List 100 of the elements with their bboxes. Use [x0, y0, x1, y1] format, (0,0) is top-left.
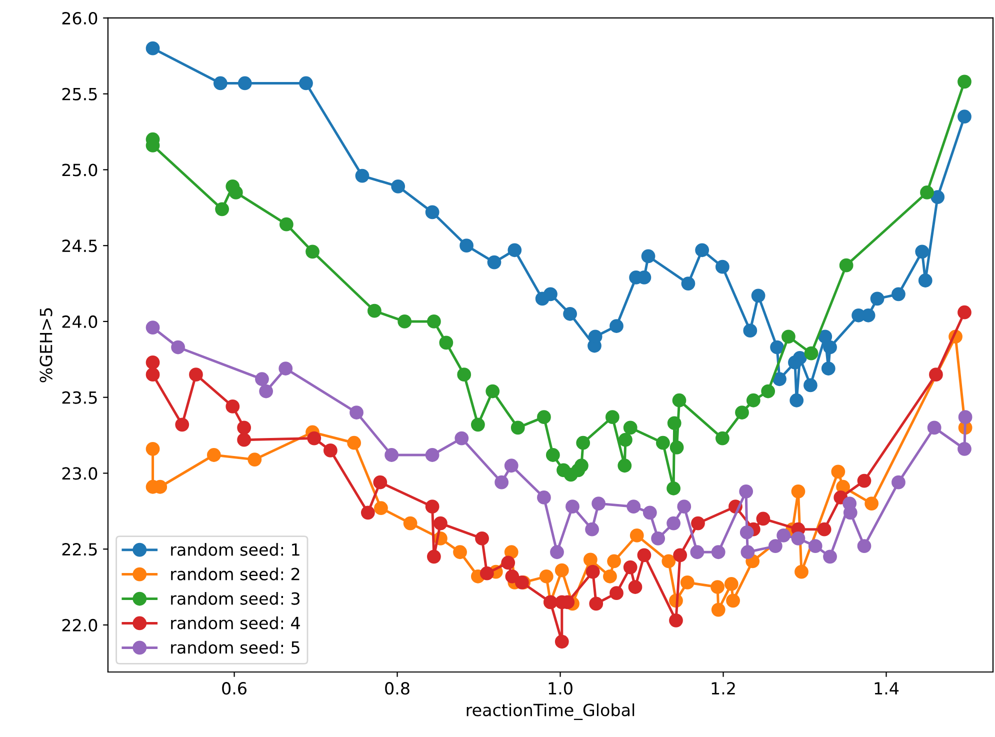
point: [857, 539, 872, 553]
point: [480, 566, 494, 580]
point: [673, 548, 688, 562]
point: [537, 490, 551, 504]
x-axis-title: reactionTime_Global: [466, 703, 634, 720]
point: [776, 528, 791, 542]
point: [656, 436, 670, 450]
point: [641, 249, 656, 264]
point: [715, 431, 730, 446]
y-tick-label: 24.0: [62, 315, 98, 328]
point: [715, 260, 730, 274]
point: [566, 500, 580, 514]
x-tick-label: 0.8: [385, 682, 410, 695]
point: [504, 458, 518, 473]
point: [857, 474, 872, 488]
point: [307, 431, 322, 446]
point: [505, 569, 520, 584]
point: [817, 522, 832, 536]
point: [823, 340, 837, 354]
point: [146, 355, 160, 370]
point: [739, 484, 754, 498]
point: [226, 400, 240, 414]
point: [471, 418, 485, 432]
y-tick-label: 23.5: [62, 391, 97, 404]
point: [618, 432, 632, 447]
point: [794, 564, 808, 579]
point: [175, 418, 190, 432]
point: [453, 545, 467, 560]
point: [403, 516, 418, 530]
point: [843, 506, 858, 520]
point: [804, 378, 818, 392]
point: [680, 576, 694, 590]
x-tick-label: 1.2: [712, 682, 735, 694]
point: [666, 481, 680, 496]
point: [373, 475, 388, 490]
point: [554, 634, 569, 649]
point: [237, 432, 251, 447]
point: [861, 308, 876, 322]
point: [808, 539, 822, 553]
legend-label: random seed: 5: [171, 640, 300, 654]
legend-label: random seed: 3: [171, 592, 300, 605]
legend-label: random seed: 4: [171, 616, 300, 630]
point: [146, 41, 160, 56]
point: [425, 448, 440, 462]
point: [425, 500, 440, 514]
point: [790, 393, 804, 408]
point: [425, 205, 440, 220]
point: [681, 276, 696, 290]
point: [544, 287, 558, 302]
point: [892, 475, 906, 490]
point: [691, 516, 705, 530]
point: [368, 304, 382, 318]
point: [667, 416, 682, 430]
y-tick-label: 25.5: [62, 88, 97, 100]
point: [588, 330, 602, 344]
x-tick-label: 1.4: [874, 682, 899, 694]
point: [457, 368, 472, 382]
point: [672, 393, 686, 408]
point: [915, 244, 930, 259]
point: [259, 384, 274, 398]
point: [486, 384, 500, 398]
point: [146, 442, 160, 456]
y-tick-label: 22.5: [62, 543, 97, 556]
point: [610, 586, 624, 600]
point: [958, 74, 972, 89]
y-tick-label: 22.0: [62, 618, 98, 632]
point: [927, 420, 942, 435]
point: [804, 346, 818, 360]
point: [550, 545, 564, 560]
point: [772, 372, 786, 386]
point: [508, 243, 522, 258]
point: [228, 186, 243, 200]
point: [238, 76, 252, 90]
point: [920, 186, 934, 200]
point: [350, 406, 364, 420]
point: [669, 613, 683, 628]
y-tick-label: 26.0: [62, 12, 98, 25]
point: [213, 76, 228, 90]
point: [711, 545, 726, 560]
point: [237, 420, 251, 435]
point: [618, 458, 632, 473]
point: [666, 516, 680, 530]
point: [791, 484, 806, 498]
point: [576, 436, 590, 450]
point: [711, 602, 726, 617]
point: [427, 314, 441, 328]
point: [610, 319, 624, 333]
point: [454, 431, 469, 446]
point: [726, 594, 740, 608]
point: [537, 410, 551, 424]
y-tick-label: 23.0: [62, 467, 98, 480]
point: [735, 406, 749, 420]
point: [398, 314, 412, 328]
point: [592, 496, 606, 511]
point: [751, 288, 766, 303]
legend-label: random seed: 2: [171, 567, 300, 580]
point: [504, 545, 518, 560]
point: [743, 324, 758, 338]
point: [651, 532, 666, 546]
point: [823, 550, 837, 564]
